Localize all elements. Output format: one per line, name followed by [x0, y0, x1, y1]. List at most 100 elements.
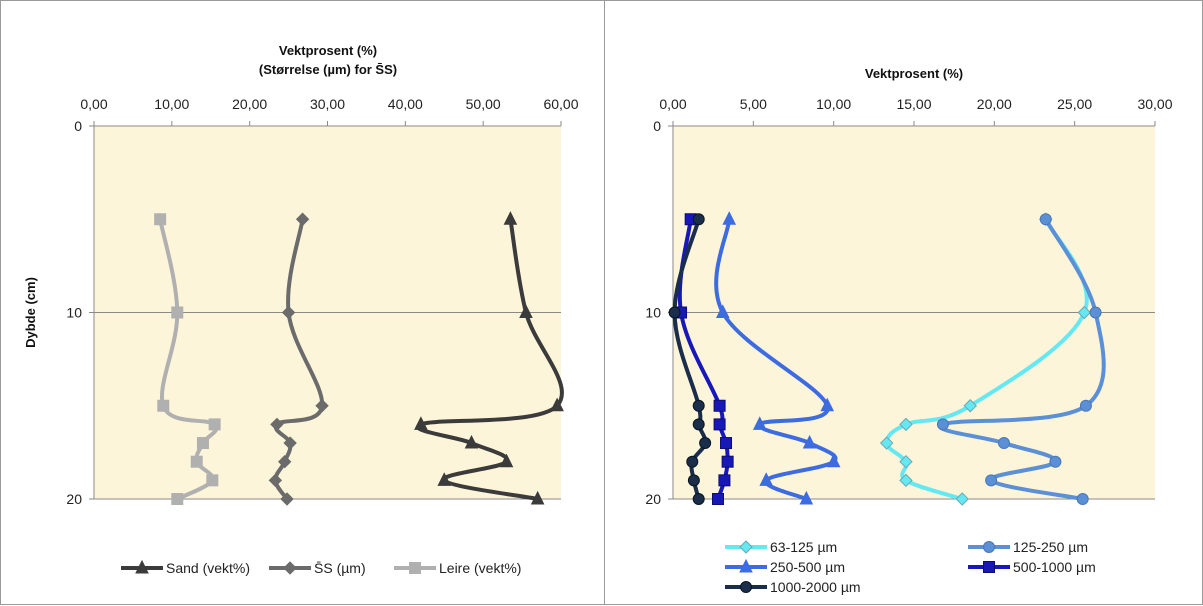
right-point-500-1000-m-7: [711, 493, 724, 505]
left-point-leire-vekt-1: [171, 306, 184, 319]
left-x-tick-label: 0,00: [80, 96, 107, 112]
left-x-tick-label: 10,00: [154, 96, 189, 112]
left-point-sand-vekt-0: [503, 211, 518, 225]
right-point-1000-2000-m-4: [699, 437, 712, 450]
right-x-tick-label: 20,00: [977, 96, 1012, 112]
right-legend-marker-1000-2000-m: [740, 581, 752, 593]
left-point-sand-vekt-7: [530, 490, 545, 505]
right-series-1000-2000-m: [668, 213, 712, 505]
right-point-125-250-m-5: [1049, 455, 1062, 468]
left-y-tick-label: 20: [66, 491, 82, 507]
right-point-63-125-m-4: [879, 436, 894, 450]
right-point-63-125-m-6: [899, 473, 913, 488]
right-legend-entry-125-250-m: 125-250 µm: [968, 539, 1088, 555]
left-chart-title-line-2: (Størrelse (µm) for S̄S): [259, 62, 397, 77]
right-series-125-250-m: [936, 213, 1106, 505]
left-legend-label-leire-vekt: Leire (vekt%): [439, 560, 521, 576]
right-x-tick-label: 5,00: [740, 96, 767, 112]
left-point-sand-vekt-3: [414, 416, 428, 430]
left-point-leire-vekt-3: [208, 418, 221, 431]
left-legend-entry-sand-vekt: Sand (vekt%): [121, 559, 250, 576]
left-chart-title-line-1: Vektprosent (%): [279, 43, 377, 58]
right-point-125-250-m-1: [1089, 306, 1102, 319]
right-point-1000-2000-m-0: [692, 213, 705, 226]
right-point-125-250-m-6: [985, 474, 998, 487]
left-y-tick-label: 10: [66, 305, 82, 321]
left-point-s-s-m-7: [280, 492, 294, 506]
right-chart-svg: 0 10 20 0,00 5,00 10,00 15,00 20,00 25,00 30,00 Ve…: [645, 66, 1172, 595]
right-x-tick-label: 0,00: [659, 96, 686, 112]
left-point-leire-vekt-2: [157, 399, 170, 412]
right-point-63-125-m-7: [955, 492, 969, 506]
left-point-leire-vekt-7: [171, 493, 184, 505]
right-point-250-500-m-6: [759, 472, 773, 486]
left-point-s-s-m-2: [315, 399, 329, 413]
right-point-1000-2000-m-7: [692, 493, 705, 505]
left-x-tick-label: 60,00: [543, 96, 578, 112]
right-legend-entry-250-500-m: 250-500 µm: [725, 558, 845, 575]
right-point-250-500-m-5: [826, 453, 841, 468]
right-legend-marker-125-250-m: [983, 541, 995, 553]
left-legend-label-sand-vekt: Sand (vekt%): [166, 560, 250, 576]
left-legend-marker-s-s-m: [283, 561, 297, 575]
right-point-63-125-m-1: [1077, 305, 1092, 320]
left-point-leire-vekt-4: [196, 437, 209, 450]
left-legend-label-s-s-m: S̄S (µm): [314, 560, 366, 576]
left-chart-svg: 0 10 20 0,00 10,00 20,00 30,00 40,00 50,00 60,00 V…: [23, 43, 579, 576]
right-point-1000-2000-m-2: [692, 399, 705, 412]
right-point-125-250-m-4: [997, 437, 1010, 450]
left-x-tick-label: 40,00: [388, 96, 423, 112]
right-point-63-125-m-5: [899, 454, 913, 469]
left-point-s-s-m-5: [277, 454, 292, 469]
right-x-tick-label: 25,00: [1057, 96, 1092, 112]
left-point-s-s-m-4: [283, 436, 297, 450]
left-chart-panel: 0 10 20 0,00 10,00 20,00 30,00 40,00 50,00 60,00 V…: [0, 0, 605, 605]
right-x-tick-label: 30,00: [1137, 96, 1172, 112]
right-legend-entry-63-125-m: 63-125 µm: [725, 539, 837, 555]
left-point-s-s-m-0: [295, 212, 310, 226]
right-legend-label-125-250-m: 125-250 µm: [1013, 539, 1088, 555]
left-point-s-s-m-3: [270, 417, 284, 432]
left-y-axis-label: Dybde (cm): [23, 277, 38, 348]
left-point-sand-vekt-2: [550, 397, 564, 412]
right-x-tick-label: 10,00: [816, 96, 851, 112]
left-x-tick-label: 20,00: [232, 96, 267, 112]
right-x-tick-label: 15,00: [896, 96, 931, 112]
right-point-250-500-m-3: [752, 416, 767, 430]
right-legend-label-63-125-m: 63-125 µm: [770, 539, 837, 555]
left-x-tick-label: 50,00: [466, 96, 501, 112]
left-legend-entry-s-s-m: S̄S (µm): [269, 560, 366, 576]
left-point-sand-vekt-6: [437, 472, 452, 486]
right-chart-panel: 0 10 20 0,00 5,00 10,00 15,00 20,00 25,00 30,00 Ve…: [604, 0, 1203, 605]
right-legend-label-1000-2000-m: 1000-2000 µm: [770, 579, 861, 595]
left-legend-marker-sand-vekt: [135, 559, 149, 574]
right-point-63-125-m-2: [963, 399, 977, 413]
left-y-tick-label: 0: [74, 118, 82, 134]
left-point-s-s-m-1: [281, 305, 296, 320]
left-legend-entry-leire-vekt: Leire (vekt%): [394, 560, 521, 576]
left-point-s-s-m-6: [268, 473, 283, 488]
left-series-sand-vekt: [414, 211, 564, 505]
right-y-tick-label: 0: [653, 118, 661, 134]
right-point-1000-2000-m-5: [686, 455, 699, 468]
right-point-125-250-m-3: [936, 418, 949, 431]
right-series-250-500-m: [714, 211, 841, 505]
right-legend-label-250-500-m: 250-500 µm: [770, 559, 845, 575]
left-legend-marker-leire-vekt: [409, 562, 421, 574]
right-y-tick-label: 10: [645, 305, 661, 321]
right-y-tick-label: 20: [645, 491, 661, 507]
right-point-500-1000-m-4: [720, 437, 733, 450]
right-chart-title-line-1: Vektprosent (%): [865, 66, 963, 81]
right-point-500-1000-m-3: [713, 418, 726, 431]
right-legend-entry-1000-2000-m: 1000-2000 µm: [725, 579, 861, 595]
left-series-s-s-m: [268, 212, 329, 506]
left-point-leire-vekt-5: [190, 455, 203, 468]
right-legend-label-500-1000-m: 500-1000 µm: [1013, 559, 1096, 575]
right-point-125-250-m-0: [1039, 213, 1052, 226]
right-point-63-125-m-3: [899, 417, 913, 432]
right-point-500-1000-m-6: [718, 474, 731, 487]
left-x-tick-label: 30,00: [310, 96, 345, 112]
right-legend-marker-250-500-m: [739, 558, 753, 573]
left-point-leire-vekt-6: [206, 474, 219, 487]
